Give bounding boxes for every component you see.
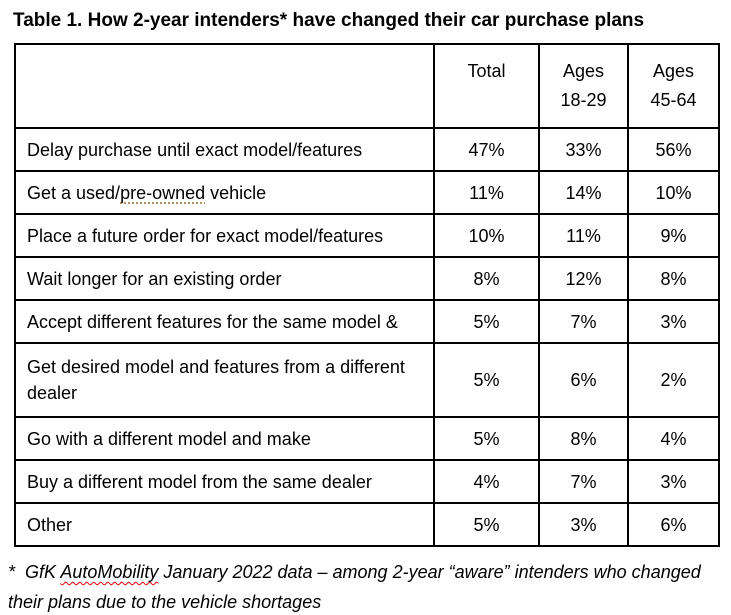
row-label: Go with a different model and make (14, 416, 435, 461)
spellcheck-flagged-word: pre-owned (120, 182, 206, 203)
header-total: Total (433, 43, 540, 129)
row-label-line1: Get desired model and features from a di… (27, 357, 405, 377)
spellcheck-flagged-word: AutoMobility (60, 562, 159, 582)
cell-ages-18-29: 14% (538, 170, 629, 215)
cell-total: 5% (433, 299, 540, 344)
table-title: Table 1. How 2-year intenders* have chan… (13, 10, 645, 31)
header-ages-18-29-line1: Ages (562, 61, 605, 81)
footnote: * GfK AutoMobility January 2022 data – a… (8, 557, 720, 615)
cell-total: 47% (433, 127, 540, 172)
cell-ages-18-29: 3% (538, 502, 629, 547)
cell-ages-18-29: 7% (538, 299, 629, 344)
table-row: Go with a different model and make 5% 8%… (14, 416, 720, 461)
cell-ages-45-64: 56% (627, 127, 720, 172)
table-row: Wait longer for an existing order 8% 12%… (14, 256, 720, 301)
cell-ages-45-64: 9% (627, 213, 720, 258)
header-ages-18-29: Ages 18-29 (538, 43, 629, 129)
header-ages-45-64: Ages 45-64 (627, 43, 720, 129)
cell-ages-18-29: 7% (538, 459, 629, 504)
row-label-part: Get a used/ (27, 182, 121, 203)
header-ages-45-64-line1: Ages (652, 61, 695, 81)
cell-ages-45-64: 2% (627, 342, 720, 418)
cell-total: 11% (433, 170, 540, 215)
cell-ages-18-29: 33% (538, 127, 629, 172)
cell-total: 5% (433, 502, 540, 547)
footnote-text-suffix: January 2022 data – among 2-year “aware”… (8, 562, 706, 612)
row-label-part: vehicle (205, 182, 267, 203)
table-row: Accept different features for the same m… (14, 299, 720, 344)
table-row: Buy a different model from the same deal… (14, 459, 720, 504)
row-label: Place a future order for exact model/fea… (14, 213, 435, 258)
header-blank-cell (14, 43, 435, 129)
cell-total: 10% (433, 213, 540, 258)
table-row: Delay purchase until exact model/feature… (14, 127, 720, 172)
footnote-text-prefix: * GfK (8, 562, 61, 582)
header-ages-18-29-line2: 18-29 (560, 90, 607, 110)
cell-ages-45-64: 10% (627, 170, 720, 215)
row-label: Other (14, 502, 435, 547)
cell-ages-45-64: 4% (627, 416, 720, 461)
row-label-line2: dealer (27, 383, 78, 403)
row-label: Buy a different model from the same deal… (14, 459, 435, 504)
cell-ages-45-64: 6% (627, 502, 720, 547)
cell-ages-45-64: 3% (627, 459, 720, 504)
intenders-table: Total Ages 18-29 Ages 45-64 Delay purcha… (14, 43, 720, 547)
cell-ages-18-29: 11% (538, 213, 629, 258)
table-row: Place a future order for exact model/fea… (14, 213, 720, 258)
row-label: Accept different features for the same m… (14, 299, 435, 344)
cell-total: 4% (433, 459, 540, 504)
header-total-label: Total (467, 61, 506, 81)
table-row: Other 5% 3% 6% (14, 502, 720, 547)
cell-total: 5% (433, 416, 540, 461)
table-row: Get a used/pre-owned vehicle 11% 14% 10% (14, 170, 720, 215)
header-row: Total Ages 18-29 Ages 45-64 (14, 43, 720, 129)
cell-ages-18-29: 6% (538, 342, 629, 418)
cell-ages-45-64: 3% (627, 299, 720, 344)
cell-ages-45-64: 8% (627, 256, 720, 301)
cell-ages-18-29: 8% (538, 416, 629, 461)
cell-ages-18-29: 12% (538, 256, 629, 301)
header-ages-45-64-line2: 45-64 (650, 90, 697, 110)
cell-total: 5% (433, 342, 540, 418)
cell-total: 8% (433, 256, 540, 301)
row-label: Wait longer for an existing order (14, 256, 435, 301)
table-row: Get desired model and features from a di… (14, 342, 720, 418)
row-label: Delay purchase until exact model/feature… (14, 127, 435, 172)
row-label: Get a used/pre-owned vehicle (14, 170, 435, 215)
row-label: Get desired model and features from a di… (14, 342, 435, 418)
